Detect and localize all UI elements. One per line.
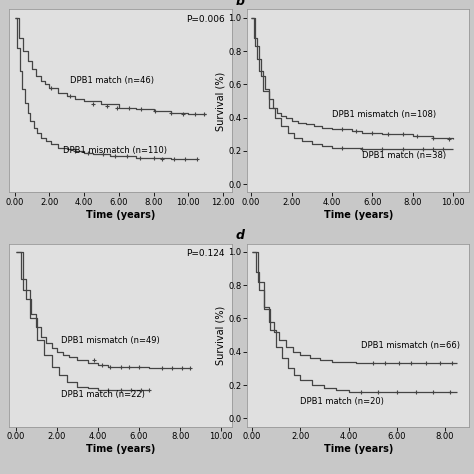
Text: DPB1 mismatch (n=66): DPB1 mismatch (n=66) [361,341,460,350]
Text: DPB1 match (n=38): DPB1 match (n=38) [362,151,447,160]
Y-axis label: Survival (%): Survival (%) [216,71,226,130]
Text: DPB1 mismatch (n=49): DPB1 mismatch (n=49) [61,336,160,345]
X-axis label: Time (years): Time (years) [324,210,393,220]
X-axis label: Time (years): Time (years) [86,444,155,454]
Text: P=0.124: P=0.124 [186,249,225,258]
Text: P=0.006: P=0.006 [186,15,225,24]
Y-axis label: Survival (%): Survival (%) [216,306,226,365]
Text: DPB1 mismatch (n=110): DPB1 mismatch (n=110) [63,146,167,155]
X-axis label: Time (years): Time (years) [86,210,155,220]
Text: b: b [236,0,245,8]
Text: DPB1 match (n=46): DPB1 match (n=46) [70,76,154,85]
Text: d: d [236,229,245,242]
Text: DPB1 match (n=22): DPB1 match (n=22) [61,391,145,400]
Text: DPB1 mismatch (n=108): DPB1 mismatch (n=108) [332,110,436,119]
Text: DPB1 match (n=20): DPB1 match (n=20) [300,397,384,406]
X-axis label: Time (years): Time (years) [324,444,393,454]
